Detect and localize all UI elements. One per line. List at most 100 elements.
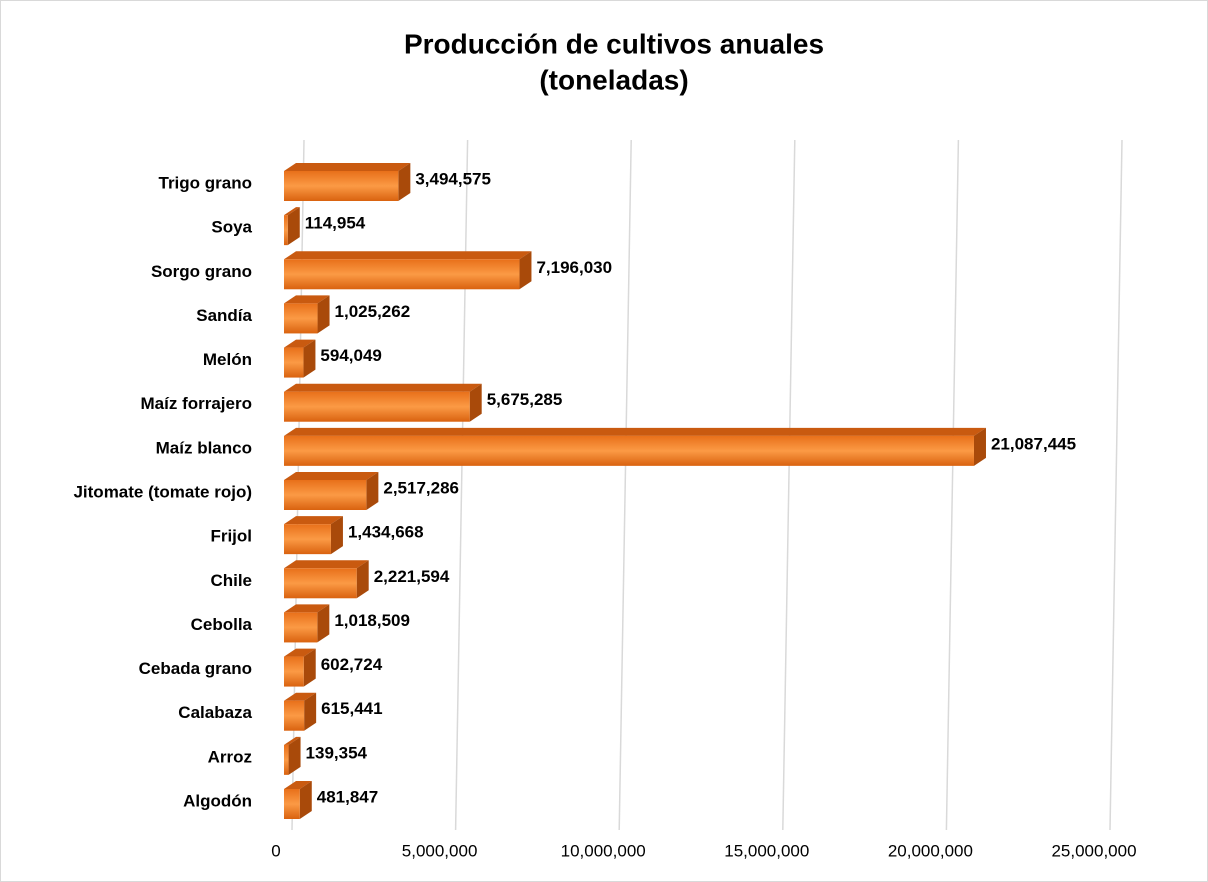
- grid-line: [945, 139, 960, 831]
- bar-side: [356, 560, 369, 599]
- bar-top: [284, 251, 532, 260]
- y-tick-label: Chile: [210, 571, 252, 590]
- bar-front: [284, 568, 357, 599]
- value-label: 2,221,594: [374, 567, 450, 586]
- y-tick-label: Maíz forrajero: [141, 394, 252, 413]
- value-label: 139,354: [306, 743, 368, 762]
- value-label: 602,724: [321, 655, 383, 674]
- bar: [284, 692, 317, 731]
- value-label: 1,434,668: [348, 523, 424, 542]
- bar-front: [284, 744, 289, 775]
- bar-top: [284, 427, 986, 436]
- bar-top: [284, 207, 300, 216]
- x-tick-label: 25,000,000: [1051, 841, 1136, 860]
- bar-front: [284, 435, 974, 466]
- bar-side: [469, 383, 482, 422]
- value-label: 481,847: [317, 787, 378, 806]
- bar-front: [284, 347, 304, 378]
- bar-top: [284, 648, 316, 657]
- value-label: 2,517,286: [383, 478, 459, 497]
- y-tick-label: Sandía: [196, 306, 252, 325]
- bar: [284, 781, 312, 819]
- bar: [284, 736, 301, 775]
- bar-front: [284, 303, 318, 334]
- bar: [284, 339, 316, 378]
- x-tick-label: 5,000,000: [402, 841, 478, 860]
- y-tick-label: Cebolla: [191, 615, 253, 634]
- chart-title: Producción de cultivos anuales: [404, 28, 824, 59]
- bar-top: [284, 295, 330, 304]
- bar: [284, 648, 316, 687]
- bar-side: [317, 604, 330, 643]
- bar-top: [284, 736, 301, 745]
- bar-top: [284, 692, 317, 701]
- x-tick-label: 10,000,000: [561, 841, 646, 860]
- y-tick-label: Arroz: [208, 747, 252, 766]
- bar: [284, 560, 369, 599]
- y-tick-label: Soya: [211, 218, 252, 237]
- bar-side: [299, 781, 312, 819]
- grid-line: [782, 139, 796, 831]
- y-tick-label: Frijol: [210, 527, 252, 546]
- bar: [284, 163, 411, 201]
- bar-side: [288, 736, 301, 775]
- bar-top: [284, 472, 379, 480]
- bar-side: [317, 295, 330, 334]
- bar-front: [284, 215, 288, 246]
- bar: [284, 427, 986, 466]
- bar-front: [284, 700, 305, 731]
- value-label: 594,049: [320, 346, 381, 365]
- bar: [284, 604, 330, 643]
- y-tick-label: Maíz blanco: [156, 438, 252, 457]
- value-label: 21,087,445: [991, 434, 1076, 453]
- value-label: 114,954: [305, 214, 366, 233]
- y-tick-label: Cebada grano: [139, 659, 252, 678]
- x-tick-label: 15,000,000: [724, 841, 809, 860]
- bar-side: [303, 339, 316, 378]
- bar-front: [284, 656, 304, 687]
- bar-top: [284, 163, 411, 171]
- value-label: 5,675,285: [487, 390, 563, 409]
- y-tick-label: Melón: [203, 350, 252, 369]
- bar-side: [366, 472, 379, 510]
- bar-front: [284, 391, 470, 422]
- bar-top: [284, 604, 330, 613]
- y-tick-label: Trigo grano: [159, 173, 253, 192]
- y-tick-label: Sorgo grano: [151, 262, 252, 281]
- y-tick-label: Jitomate (tomate rojo): [73, 482, 252, 501]
- y-tick-label: Calabaza: [178, 703, 252, 722]
- bar: [284, 472, 379, 510]
- bar-top: [284, 383, 482, 392]
- grid-line: [1109, 139, 1123, 831]
- bar-top: [284, 781, 312, 789]
- bar-side: [398, 163, 411, 201]
- value-label: 7,196,030: [536, 258, 612, 277]
- bar-side: [303, 648, 316, 687]
- bar-front: [284, 789, 300, 819]
- bar: [284, 295, 330, 334]
- bar: [284, 251, 532, 290]
- value-label: 1,018,509: [334, 611, 410, 630]
- bar-side: [973, 427, 986, 466]
- bar: [284, 516, 343, 555]
- bar-front: [284, 480, 367, 510]
- value-label: 3,494,575: [415, 169, 491, 188]
- bar-front: [284, 259, 520, 290]
- bar-top: [284, 560, 369, 569]
- chart-subtitle: (toneladas): [539, 64, 688, 95]
- bar-side: [287, 207, 300, 246]
- bar-side: [304, 692, 317, 731]
- bar-front: [284, 524, 331, 555]
- y-tick-label: Algodón: [183, 791, 252, 810]
- x-tick-label: 0: [271, 841, 280, 860]
- bar-side: [330, 516, 343, 555]
- bar-side: [519, 251, 532, 290]
- bar-top: [284, 339, 316, 348]
- bar-front: [284, 171, 399, 201]
- value-label: 1,025,262: [335, 302, 411, 321]
- value-label: 615,441: [321, 699, 382, 718]
- x-tick-label: 20,000,000: [888, 841, 973, 860]
- bar-top: [284, 516, 343, 525]
- bar-front: [284, 612, 318, 643]
